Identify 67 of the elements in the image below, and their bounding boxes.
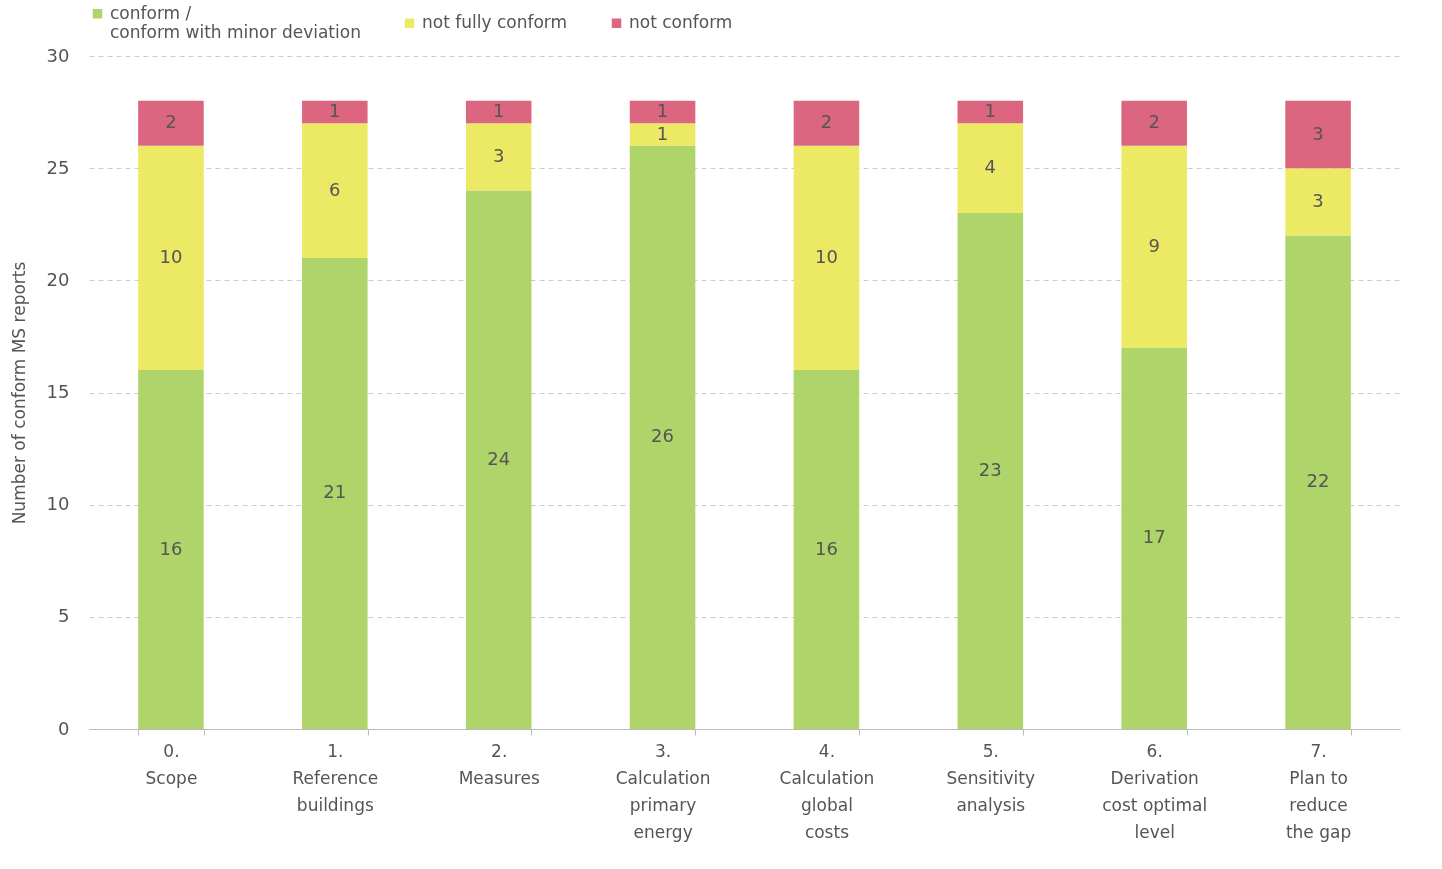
x-tick-label: 0. Scope (145, 740, 198, 788)
data-label: 1 (656, 100, 669, 122)
bar (465, 123, 532, 191)
bar (629, 145, 696, 729)
data-label: 6 (329, 178, 341, 200)
bar (793, 370, 860, 729)
y-tick-label: 15 (46, 381, 70, 402)
bar (1285, 168, 1351, 236)
y-tick-label: 25 (46, 156, 70, 178)
data-label: 16 (159, 537, 183, 559)
data-label: 21 (323, 481, 347, 503)
bar (302, 257, 368, 729)
data-label: 22 (1306, 470, 1330, 492)
data-label: 24 (487, 447, 511, 469)
data-label: 3 (1312, 189, 1324, 211)
data-label: 2 (820, 111, 833, 133)
data-label: 10 (159, 245, 183, 267)
bar (138, 145, 204, 371)
bar (1121, 145, 1187, 348)
bar (1121, 347, 1187, 729)
x-tick-label: 3. Calculation primary energy (615, 740, 711, 842)
legend-label: not fully conform (422, 12, 568, 33)
x-tick-label: 1. Reference buildings (292, 740, 379, 815)
bar (957, 100, 1024, 124)
bar (138, 100, 204, 146)
data-label: 1 (492, 100, 505, 122)
data-label: 16 (814, 537, 838, 559)
bar (138, 370, 204, 729)
data-label: 2 (1148, 111, 1160, 133)
data-label: 17 (1142, 526, 1166, 548)
legend-label: conform / conform with minor deviation (110, 2, 361, 42)
x-tick-label: 5. Sensitivity analysis (946, 740, 1036, 815)
bar (465, 190, 532, 729)
data-label: 2 (165, 111, 177, 133)
y-tick-label: 20 (46, 268, 70, 290)
data-label: 3 (492, 144, 505, 166)
data-label: 9 (1148, 234, 1160, 256)
bar (1285, 235, 1351, 729)
x-tick-label: 2. Measures (458, 740, 540, 788)
bar (629, 123, 696, 146)
data-label: 1 (656, 122, 669, 144)
y-tick-label: 0 (58, 717, 70, 739)
x-tick-label: 4. Calculation global costs (779, 740, 875, 842)
bar (793, 100, 860, 146)
y-tick-label: 10 (46, 493, 70, 515)
data-label: 1 (329, 100, 341, 122)
bar (1121, 100, 1187, 146)
bar (957, 123, 1024, 214)
data-label: 26 (651, 425, 675, 447)
x-tick-label: 7. Plan to reduce the gap (1285, 740, 1352, 842)
bar (629, 100, 696, 124)
bar (302, 100, 368, 124)
bar (793, 145, 860, 371)
legend-label: not conform (629, 12, 733, 33)
bar (1285, 100, 1351, 169)
data-label: 3 (1312, 122, 1324, 144)
bar (465, 100, 532, 124)
x-tick-label: 6. Derivation cost optimal level (1102, 740, 1208, 842)
y-tick-label: 5 (58, 605, 70, 627)
bar (302, 123, 368, 258)
bar (957, 213, 1024, 729)
data-label: 1 (984, 100, 997, 122)
data-label: 10 (814, 245, 838, 267)
y-axis-title: Number of conform MS reports (8, 261, 29, 525)
data-label: 4 (984, 156, 997, 178)
y-tick-label: 30 (46, 44, 70, 66)
data-label: 23 (978, 459, 1002, 481)
